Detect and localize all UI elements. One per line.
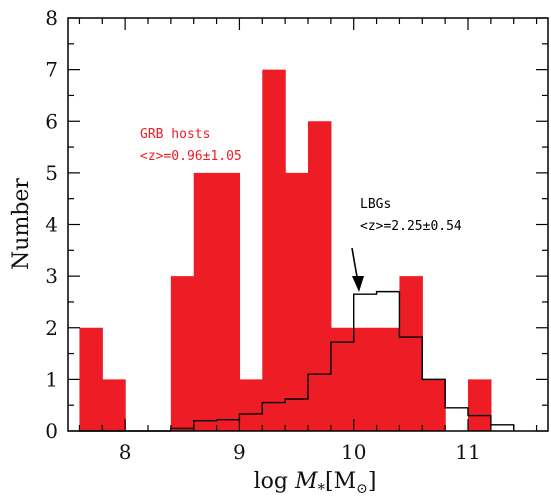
x-tick-label: 10 [341, 440, 366, 464]
grb-bar [330, 327, 355, 431]
grb-hosts-redshift: <z>=0.96±1.05 [140, 149, 242, 164]
x-tick-label: 11 [455, 440, 480, 464]
y-tick-label: 4 [45, 213, 58, 237]
y-axis-title: Number [9, 178, 34, 270]
y-tick-label: 2 [45, 316, 58, 340]
grb-bar [239, 379, 263, 431]
grb-bar [399, 276, 423, 431]
grb-bar [193, 172, 218, 431]
grb-hosts-label: GRB hosts [140, 127, 210, 142]
grb-bar [285, 172, 309, 431]
grb-bar [422, 379, 446, 431]
y-tick-label: 0 [45, 419, 58, 443]
lbg-redshift: <z>=2.25±0.54 [360, 219, 462, 234]
lbg-arrow-head [352, 276, 364, 292]
grb-bar [262, 69, 286, 431]
grb-bar [376, 327, 401, 431]
lbg-label: LBGs [360, 197, 391, 212]
grb-bar [468, 379, 492, 431]
axis-ticks [68, 17, 548, 432]
grb-bar [353, 327, 378, 431]
y-tick-label: 3 [45, 264, 58, 288]
y-tick-label: 6 [45, 109, 58, 133]
x-axis-title: log M*[M⊙] [254, 469, 377, 497]
x-tick-label: 8 [119, 440, 132, 464]
lbg-step-line [79, 290, 515, 432]
grb-hosts-bars [79, 69, 492, 431]
grb-bar [170, 276, 195, 431]
grb-bar [79, 327, 103, 431]
y-tick-label: 7 [45, 58, 58, 82]
y-tick-label: 5 [45, 161, 58, 185]
tick-labels: 8 9 10 11 0 1 2 3 4 5 6 7 8 [45, 6, 480, 464]
plot-frame [67, 17, 549, 432]
y-tick-label: 8 [45, 6, 58, 30]
y-tick-label: 1 [45, 367, 58, 391]
grb-bar [102, 379, 126, 431]
x-tick-label: 9 [233, 440, 246, 464]
grb-bar [216, 172, 241, 431]
grb-bar [308, 121, 332, 431]
